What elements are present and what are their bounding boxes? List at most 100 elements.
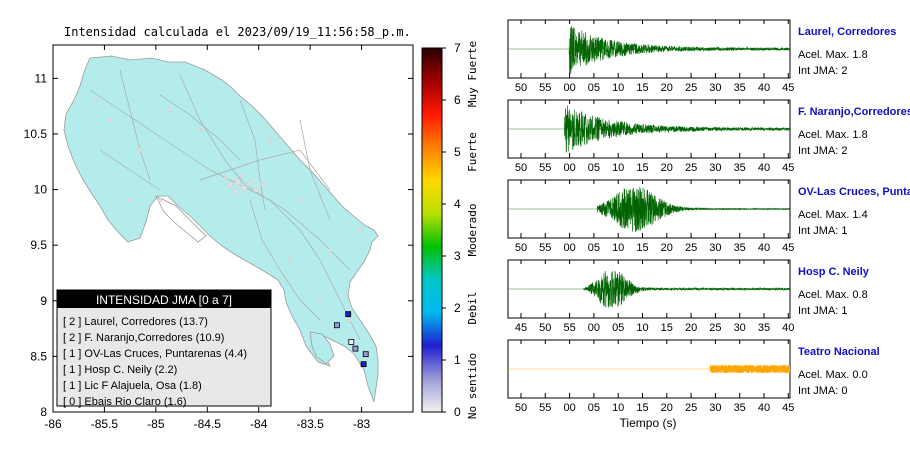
- waveform-tick-label: 50: [539, 322, 551, 334]
- acel-max: Acel. Max. 1.8: [798, 49, 868, 61]
- waveform-tick-label: 45: [782, 162, 794, 174]
- map-x-tick-label: -85: [147, 417, 165, 431]
- map-y-tick-label: 10.5: [24, 127, 48, 141]
- station-marker: [348, 339, 355, 345]
- waveform-tick-label: 05: [588, 162, 600, 174]
- legend-item: [ 2 ] Laurel, Corredores (13.7): [63, 316, 208, 328]
- legend-item: [ 2 ] F. Naranjo,Corredores (10.9): [63, 332, 224, 344]
- acel-max: Acel. Max. 0.8: [798, 289, 868, 301]
- waveform-panel: 50 55 00 05 10 15 20 25 30 35 40 45 Teatro Nacional A…: [507, 339, 880, 414]
- waveform-tick-label: 10: [612, 402, 624, 414]
- waveform-tick-label: 20: [685, 322, 697, 334]
- waveform-panels: 50 55 00 05 10 15 20 25 30 35 40 45 Laurel, Corredor…: [507, 19, 910, 414]
- waveform-tick-label: 10: [612, 162, 624, 174]
- waveform-trace: [568, 26, 791, 74]
- map-y-tick-label: 8: [40, 405, 47, 419]
- roads: [89, 69, 361, 341]
- waveform-tick-label: 40: [782, 322, 794, 334]
- colorbar-class-label: Fuerte: [466, 132, 479, 172]
- colorbar-tick-label: 1: [454, 353, 461, 367]
- int-jma: Int JMA: 2: [798, 145, 848, 157]
- waveform-panel: 45 50 55 00 05 10 15 20 25 30 35 40 Hosp C. Neily Ace…: [507, 259, 870, 334]
- legend-item: [ 1 ] OV-Las Cruces, Puntarenas (4.4): [63, 348, 247, 360]
- colorbar-class-label: Muy Fuerte: [466, 41, 479, 107]
- map-title: Intensidad calculada el 2023/09/19_11:56…: [64, 25, 411, 39]
- map-y-tick-label: 9.5: [30, 238, 47, 252]
- acel-max: Acel. Max. 0.0: [798, 369, 868, 381]
- waveform-tick-label: 45: [515, 322, 527, 334]
- waveform-trace: [709, 364, 791, 374]
- waveform-tick-label: 30: [734, 322, 746, 334]
- waveform-tick-label: 40: [758, 242, 770, 254]
- waveform-tick-label: 55: [539, 402, 551, 414]
- costa-rica-land: [63, 55, 379, 403]
- waveform-tick-label: 20: [661, 162, 673, 174]
- map-x-tick-label: -84.5: [194, 417, 222, 431]
- waveform-tick-label: 50: [515, 82, 527, 94]
- waveform-tick-label: 10: [636, 322, 648, 334]
- map-axes: -86 -85.5 -85 -84.5 -84 -83.5 -83 8 8.5 9 9.5 10 10.…: [24, 45, 413, 431]
- colorbar-tick-label: 5: [454, 145, 461, 159]
- waveform-tick-label: 15: [636, 162, 648, 174]
- waveform-tick-label: 40: [758, 162, 770, 174]
- waveform-tick-label: 10: [612, 242, 624, 254]
- legend-item: [ 0 ] Ebais Rio Claro (1.6): [63, 396, 187, 408]
- colorbar-tick-label: 7: [454, 41, 461, 55]
- waveform-tick-label: 45: [782, 242, 794, 254]
- osa-peninsula: [309, 331, 335, 365]
- map-x-tick-label: -84: [250, 417, 268, 431]
- towns: [92, 97, 363, 323]
- station-marker: [362, 351, 369, 358]
- int-jma: Int JMA: 0: [798, 385, 848, 397]
- waveform-tick-label: 35: [734, 402, 746, 414]
- waveform-tick-label: 20: [661, 242, 673, 254]
- acel-max: Acel. Max. 1.8: [798, 129, 868, 141]
- waveform-tick-label: 45: [782, 402, 794, 414]
- waveform-tick-label: 30: [709, 162, 721, 174]
- waveform-tick-label: 25: [685, 162, 697, 174]
- station-marker: [360, 361, 367, 368]
- map-x-tick-label: -83.5: [296, 417, 324, 431]
- waveform-tick-label: 30: [709, 242, 721, 254]
- legend-item: [ 1 ] Lic F Alajuela, Osa (1.8): [63, 380, 202, 392]
- int-jma: Int JMA: 1: [798, 225, 848, 237]
- waveform-tick-label: 05: [588, 402, 600, 414]
- waveform-tick-label: 15: [636, 82, 648, 94]
- waveform-tick-label: 05: [588, 242, 600, 254]
- map-x-tick-label: -83: [353, 417, 371, 431]
- waveform-tick-label: 35: [734, 82, 746, 94]
- waveform-tick-label: 40: [758, 82, 770, 94]
- waveform-tick-label: 20: [661, 402, 673, 414]
- waveform-tick-label: 15: [661, 322, 673, 334]
- waveform-tick-label: 35: [734, 242, 746, 254]
- waveform-tick-label: 00: [563, 162, 575, 174]
- legend-item: [ 1 ] Hosp C. Neily (2.2): [63, 364, 177, 376]
- waveform-tick-label: 55: [539, 82, 551, 94]
- waveform-tick-label: 50: [515, 242, 527, 254]
- station-name: Hosp C. Neily: [798, 266, 870, 278]
- waveform-tick-label: 55: [563, 322, 575, 334]
- station-name: OV-Las Cruces, Puntarenas: [798, 186, 910, 198]
- waveform-tick-label: 20: [661, 82, 673, 94]
- map-y-tick-label: 10: [34, 183, 48, 197]
- int-jma: Int JMA: 1: [798, 305, 848, 317]
- station-name: F. Naranjo,Corredores: [798, 106, 910, 118]
- waveform-tick-label: 30: [709, 402, 721, 414]
- waveform-tick-label: 05: [588, 82, 600, 94]
- colorbar-class-label: Moderado: [466, 204, 479, 257]
- colorbar-tick-label: 4: [454, 197, 461, 211]
- waveform-trace: [597, 187, 791, 233]
- waveform-tick-label: 25: [685, 82, 697, 94]
- gulf-water: [155, 195, 207, 243]
- waveform-panel: 50 55 00 05 10 15 20 25 30 35 40 45 Laurel, Corredor…: [507, 19, 896, 94]
- colorbar: 0 1 2 3 4 5 6 7 No sentido Debil Moderado Fuerte Mu…: [421, 41, 479, 419]
- map-y-tick-label: 11: [35, 71, 48, 85]
- waveform-xlabel: Tiempo (s): [620, 416, 677, 430]
- acel-max: Acel. Max. 1.4: [798, 209, 868, 221]
- station-name: Teatro Nacional: [798, 346, 880, 358]
- map-x-tick-label: -86: [44, 417, 62, 431]
- waveform-panel: 50 55 00 05 10 15 20 25 30 35 40 45 OV-Las Cruces, P…: [507, 179, 910, 254]
- waveform-tick-label: 40: [758, 402, 770, 414]
- waveform-tick-label: 25: [685, 402, 697, 414]
